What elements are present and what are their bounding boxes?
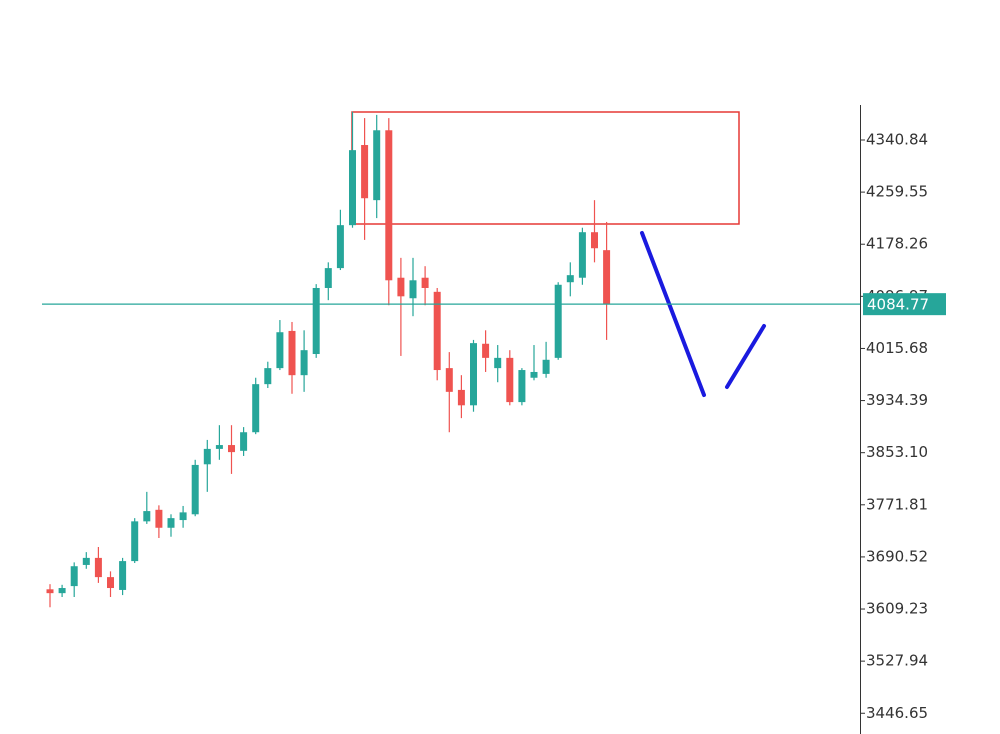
candle-body [373, 130, 381, 201]
y-tick-label: 4015.68 [866, 339, 928, 357]
candle-body [445, 368, 453, 392]
candle-body [530, 371, 538, 378]
candle-body [591, 232, 598, 249]
candle-body [228, 445, 235, 453]
candle-body [119, 561, 127, 590]
candle-body [179, 512, 187, 521]
candle-body [167, 518, 175, 528]
candle-body [361, 145, 369, 199]
y-tick-label: 3609.23 [866, 600, 928, 618]
candle-body [82, 557, 90, 565]
zone-box [351, 111, 740, 225]
candle-body [518, 370, 526, 403]
candle-body [494, 357, 502, 369]
candle-body [143, 511, 151, 522]
candle-body [397, 277, 405, 297]
candle-body [336, 225, 344, 269]
candle-body [191, 464, 199, 515]
candle-body [46, 589, 54, 594]
candle-body [155, 509, 163, 528]
candle-body [70, 566, 78, 587]
candle-body [603, 250, 611, 305]
candle-body [506, 357, 514, 403]
candle-body [107, 577, 114, 589]
candle-body [433, 291, 441, 371]
last-price-box [863, 293, 946, 316]
last-price-label: 4084.77 [867, 296, 929, 314]
candle-body [349, 150, 356, 226]
y-tick-label: 4178.26 [866, 235, 928, 253]
candle-body [566, 275, 574, 283]
y-tick-label: 3446.65 [866, 704, 928, 722]
candle-body [421, 277, 429, 288]
candle-body [542, 359, 550, 374]
candle-body [300, 350, 308, 376]
candle-body [554, 284, 562, 358]
candle-body [131, 521, 139, 562]
candle-body [578, 232, 586, 278]
candle-body [470, 343, 477, 406]
y-tick-label: 3527.94 [866, 652, 928, 670]
candle-body [409, 280, 417, 299]
y-tick-label: 4340.84 [866, 130, 928, 148]
candle-body [288, 330, 296, 376]
candle-body [324, 268, 332, 288]
y-tick-label: 4259.55 [866, 183, 928, 201]
drawn-line [725, 324, 766, 389]
candle-body [203, 448, 211, 465]
drawn-line [640, 231, 706, 397]
candle-body [215, 445, 223, 449]
y-tick-label: 3771.81 [866, 495, 928, 513]
candle-body [312, 287, 320, 355]
candle-body [276, 332, 284, 369]
candle-body [240, 432, 248, 451]
candle-body [264, 368, 272, 385]
y-tick-label: 3690.52 [866, 547, 928, 565]
candle-body [482, 343, 490, 358]
candle-body [94, 557, 102, 578]
candle-body [385, 130, 393, 281]
candle-body [58, 588, 66, 594]
y-tick-label: 3934.39 [866, 391, 928, 409]
y-tick-label: 3853.10 [866, 443, 928, 461]
candle-body [457, 389, 465, 406]
candle-body [252, 384, 260, 433]
